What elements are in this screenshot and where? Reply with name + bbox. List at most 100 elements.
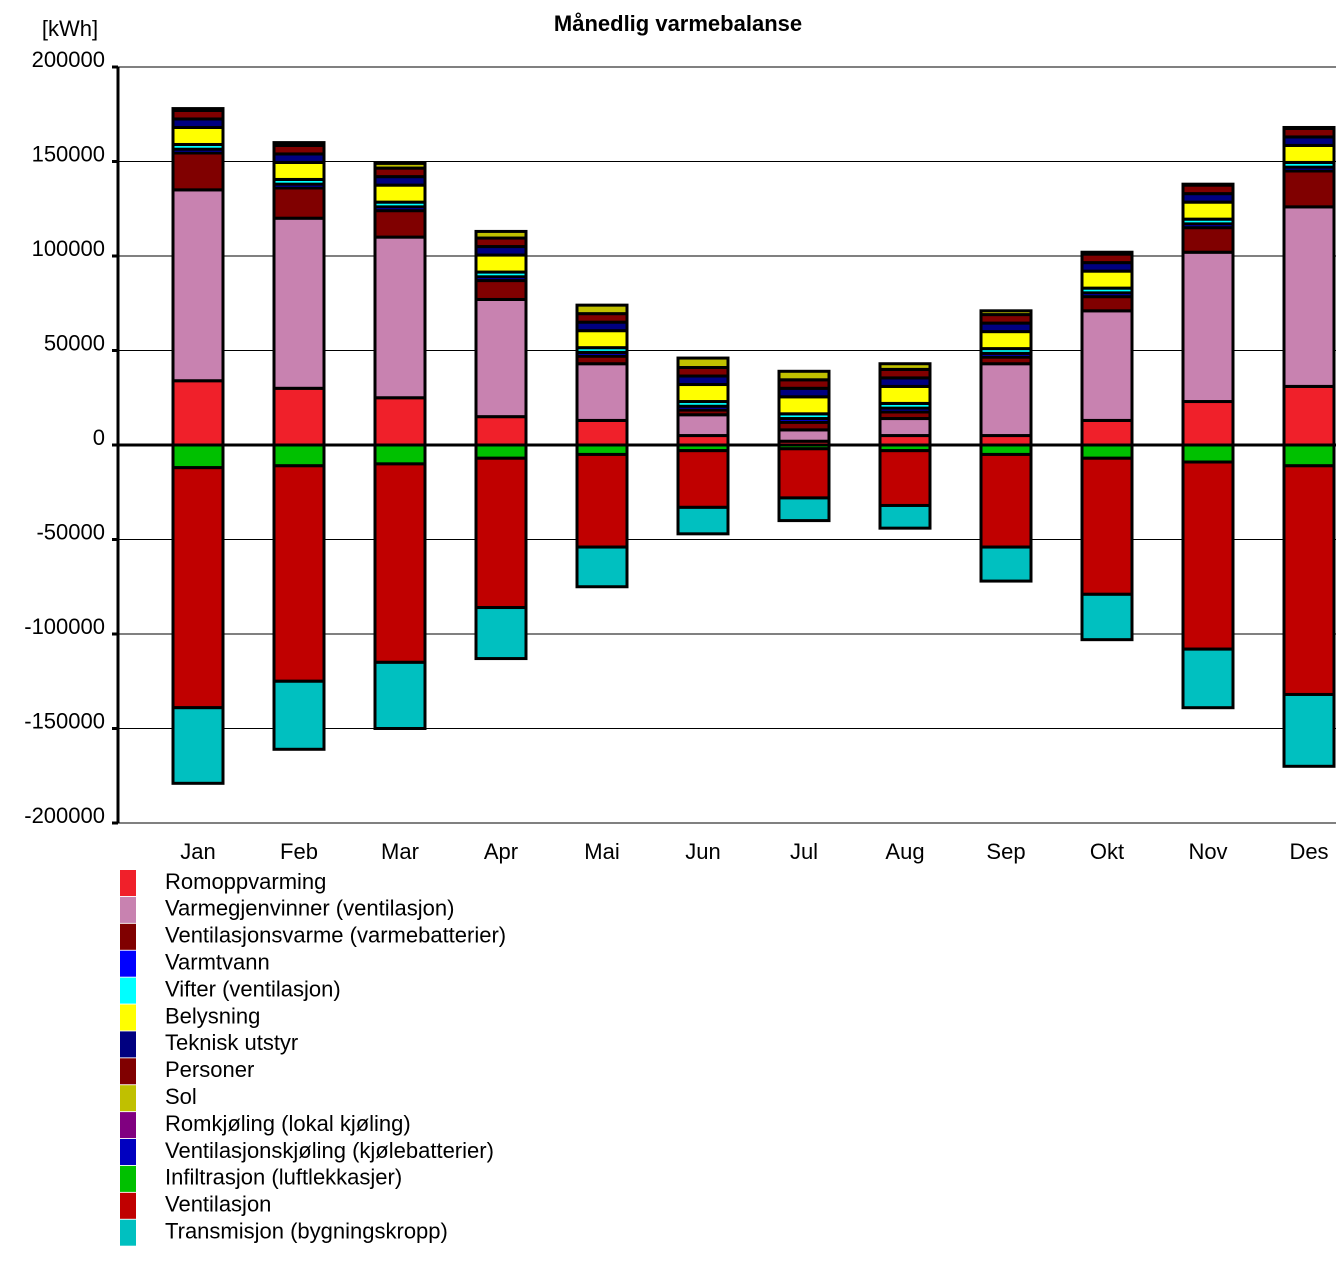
y-tick-label: -150000 bbox=[24, 708, 105, 733]
legend-label: Romkjøling (lokal kjøling) bbox=[165, 1111, 411, 1136]
x-tick-label: Aug bbox=[885, 839, 924, 864]
legend-label: Teknisk utstyr bbox=[165, 1030, 298, 1055]
bar-segment bbox=[1282, 692, 1336, 768]
bar-segment bbox=[171, 188, 225, 383]
legend-label: Infiltrasjon (luftlekkasjer) bbox=[165, 1165, 402, 1190]
x-tick-label: Jun bbox=[685, 839, 720, 864]
bar-segment bbox=[575, 418, 629, 447]
bar-segment bbox=[373, 462, 427, 664]
legend-swatch bbox=[120, 1165, 136, 1192]
bar-segment bbox=[373, 443, 427, 466]
legend-swatch bbox=[120, 1112, 136, 1139]
x-tick-label: Jul bbox=[790, 839, 818, 864]
bar-segment bbox=[1181, 647, 1235, 710]
bar-segment bbox=[474, 297, 528, 419]
legend-swatch bbox=[120, 977, 136, 1004]
bar-segment bbox=[373, 235, 427, 400]
legend-label: Ventilasjonskjøling (kjølebatterier) bbox=[165, 1138, 494, 1163]
bar-segment bbox=[272, 216, 326, 390]
bar-segment bbox=[373, 209, 427, 239]
legend-swatch bbox=[120, 1192, 136, 1219]
bar-segment bbox=[171, 107, 225, 112]
x-tick-label: Sep bbox=[986, 839, 1025, 864]
legend-swatch bbox=[120, 950, 136, 977]
bar-segment bbox=[1080, 418, 1134, 447]
bar-segment bbox=[171, 466, 225, 710]
y-tick-label: 0 bbox=[93, 425, 105, 450]
bar-segment bbox=[272, 464, 326, 683]
bar-segment bbox=[676, 449, 730, 509]
legend-label: Ventilasjon bbox=[165, 1192, 271, 1217]
bar-segment bbox=[1282, 443, 1336, 468]
x-tick-label: Nov bbox=[1188, 839, 1227, 864]
bar-segment bbox=[1080, 269, 1134, 290]
y-tick-label: -100000 bbox=[24, 614, 105, 639]
bar-segment bbox=[575, 362, 629, 422]
legend-swatch bbox=[120, 1004, 136, 1031]
bar-segment bbox=[474, 229, 528, 240]
bar-segment bbox=[272, 186, 326, 220]
bar-segment bbox=[777, 447, 831, 500]
bar-segment bbox=[1181, 250, 1235, 404]
bar-segment bbox=[171, 151, 225, 192]
legend-swatch bbox=[120, 870, 136, 896]
bar-segment bbox=[1080, 295, 1134, 313]
legend-swatch bbox=[120, 923, 136, 950]
bar-segment bbox=[373, 161, 427, 170]
bar-segment bbox=[474, 415, 528, 447]
bar-segment bbox=[272, 160, 326, 181]
x-tick-label: Jan bbox=[180, 839, 215, 864]
legend-swatch bbox=[120, 1058, 136, 1085]
bar-segment bbox=[979, 545, 1033, 583]
legend-swatch bbox=[120, 1139, 136, 1165]
bar-segment bbox=[676, 383, 730, 404]
x-tick-label: Mar bbox=[381, 839, 419, 864]
chart-title: Månedlig varmebalanse bbox=[554, 11, 802, 36]
bar-segment bbox=[171, 706, 225, 785]
bar-segment bbox=[1282, 169, 1336, 209]
bar-segment bbox=[777, 496, 831, 523]
bar-segment bbox=[171, 443, 225, 470]
bar-segment bbox=[1282, 125, 1336, 130]
y-tick-label: -200000 bbox=[24, 803, 105, 828]
legend-label: Belysning bbox=[165, 1003, 260, 1028]
bar-segment bbox=[1181, 443, 1235, 464]
x-tick-label: Apr bbox=[484, 839, 518, 864]
y-tick-label: 50000 bbox=[44, 330, 105, 355]
bar-segment bbox=[878, 503, 932, 530]
bar-segment bbox=[676, 413, 730, 438]
bar-segment bbox=[1080, 250, 1134, 256]
bar-segment bbox=[676, 505, 730, 536]
bar-segment bbox=[1181, 460, 1235, 651]
y-tick-label: 150000 bbox=[32, 141, 105, 166]
legend-swatch bbox=[120, 1031, 136, 1058]
bar-segment bbox=[272, 679, 326, 751]
bar-segment bbox=[777, 395, 831, 416]
x-tick-label: Des bbox=[1289, 839, 1328, 864]
legend-label: Transmisjon (bygningskropp) bbox=[165, 1219, 448, 1244]
bar-segment bbox=[1080, 456, 1134, 596]
bar-segment bbox=[1181, 200, 1235, 221]
bar-segment bbox=[979, 330, 1033, 351]
x-tick-label: Okt bbox=[1090, 839, 1124, 864]
bar-segment bbox=[777, 428, 831, 443]
bar-segment bbox=[373, 183, 427, 204]
bar-segment bbox=[676, 356, 730, 370]
bar-segment bbox=[979, 362, 1033, 438]
bar-segment bbox=[575, 452, 629, 549]
bar-segment bbox=[1282, 384, 1336, 447]
bar-segment bbox=[474, 443, 528, 460]
bar-segment bbox=[878, 449, 932, 507]
bar-segment bbox=[373, 396, 427, 447]
legend-label: Varmegjenvinner (ventilasjon) bbox=[165, 896, 454, 921]
legend-label: Sol bbox=[165, 1084, 197, 1109]
y-axis-label: [kWh] bbox=[42, 16, 98, 41]
bar-segment bbox=[1181, 226, 1235, 254]
bar-segment bbox=[979, 452, 1033, 549]
y-tick-label: 100000 bbox=[32, 236, 105, 261]
bar-segment bbox=[1181, 400, 1235, 447]
bar-segment bbox=[878, 417, 932, 438]
bar-segment bbox=[1080, 309, 1134, 422]
bar-segment bbox=[272, 386, 326, 447]
bar-segment bbox=[1181, 182, 1235, 187]
